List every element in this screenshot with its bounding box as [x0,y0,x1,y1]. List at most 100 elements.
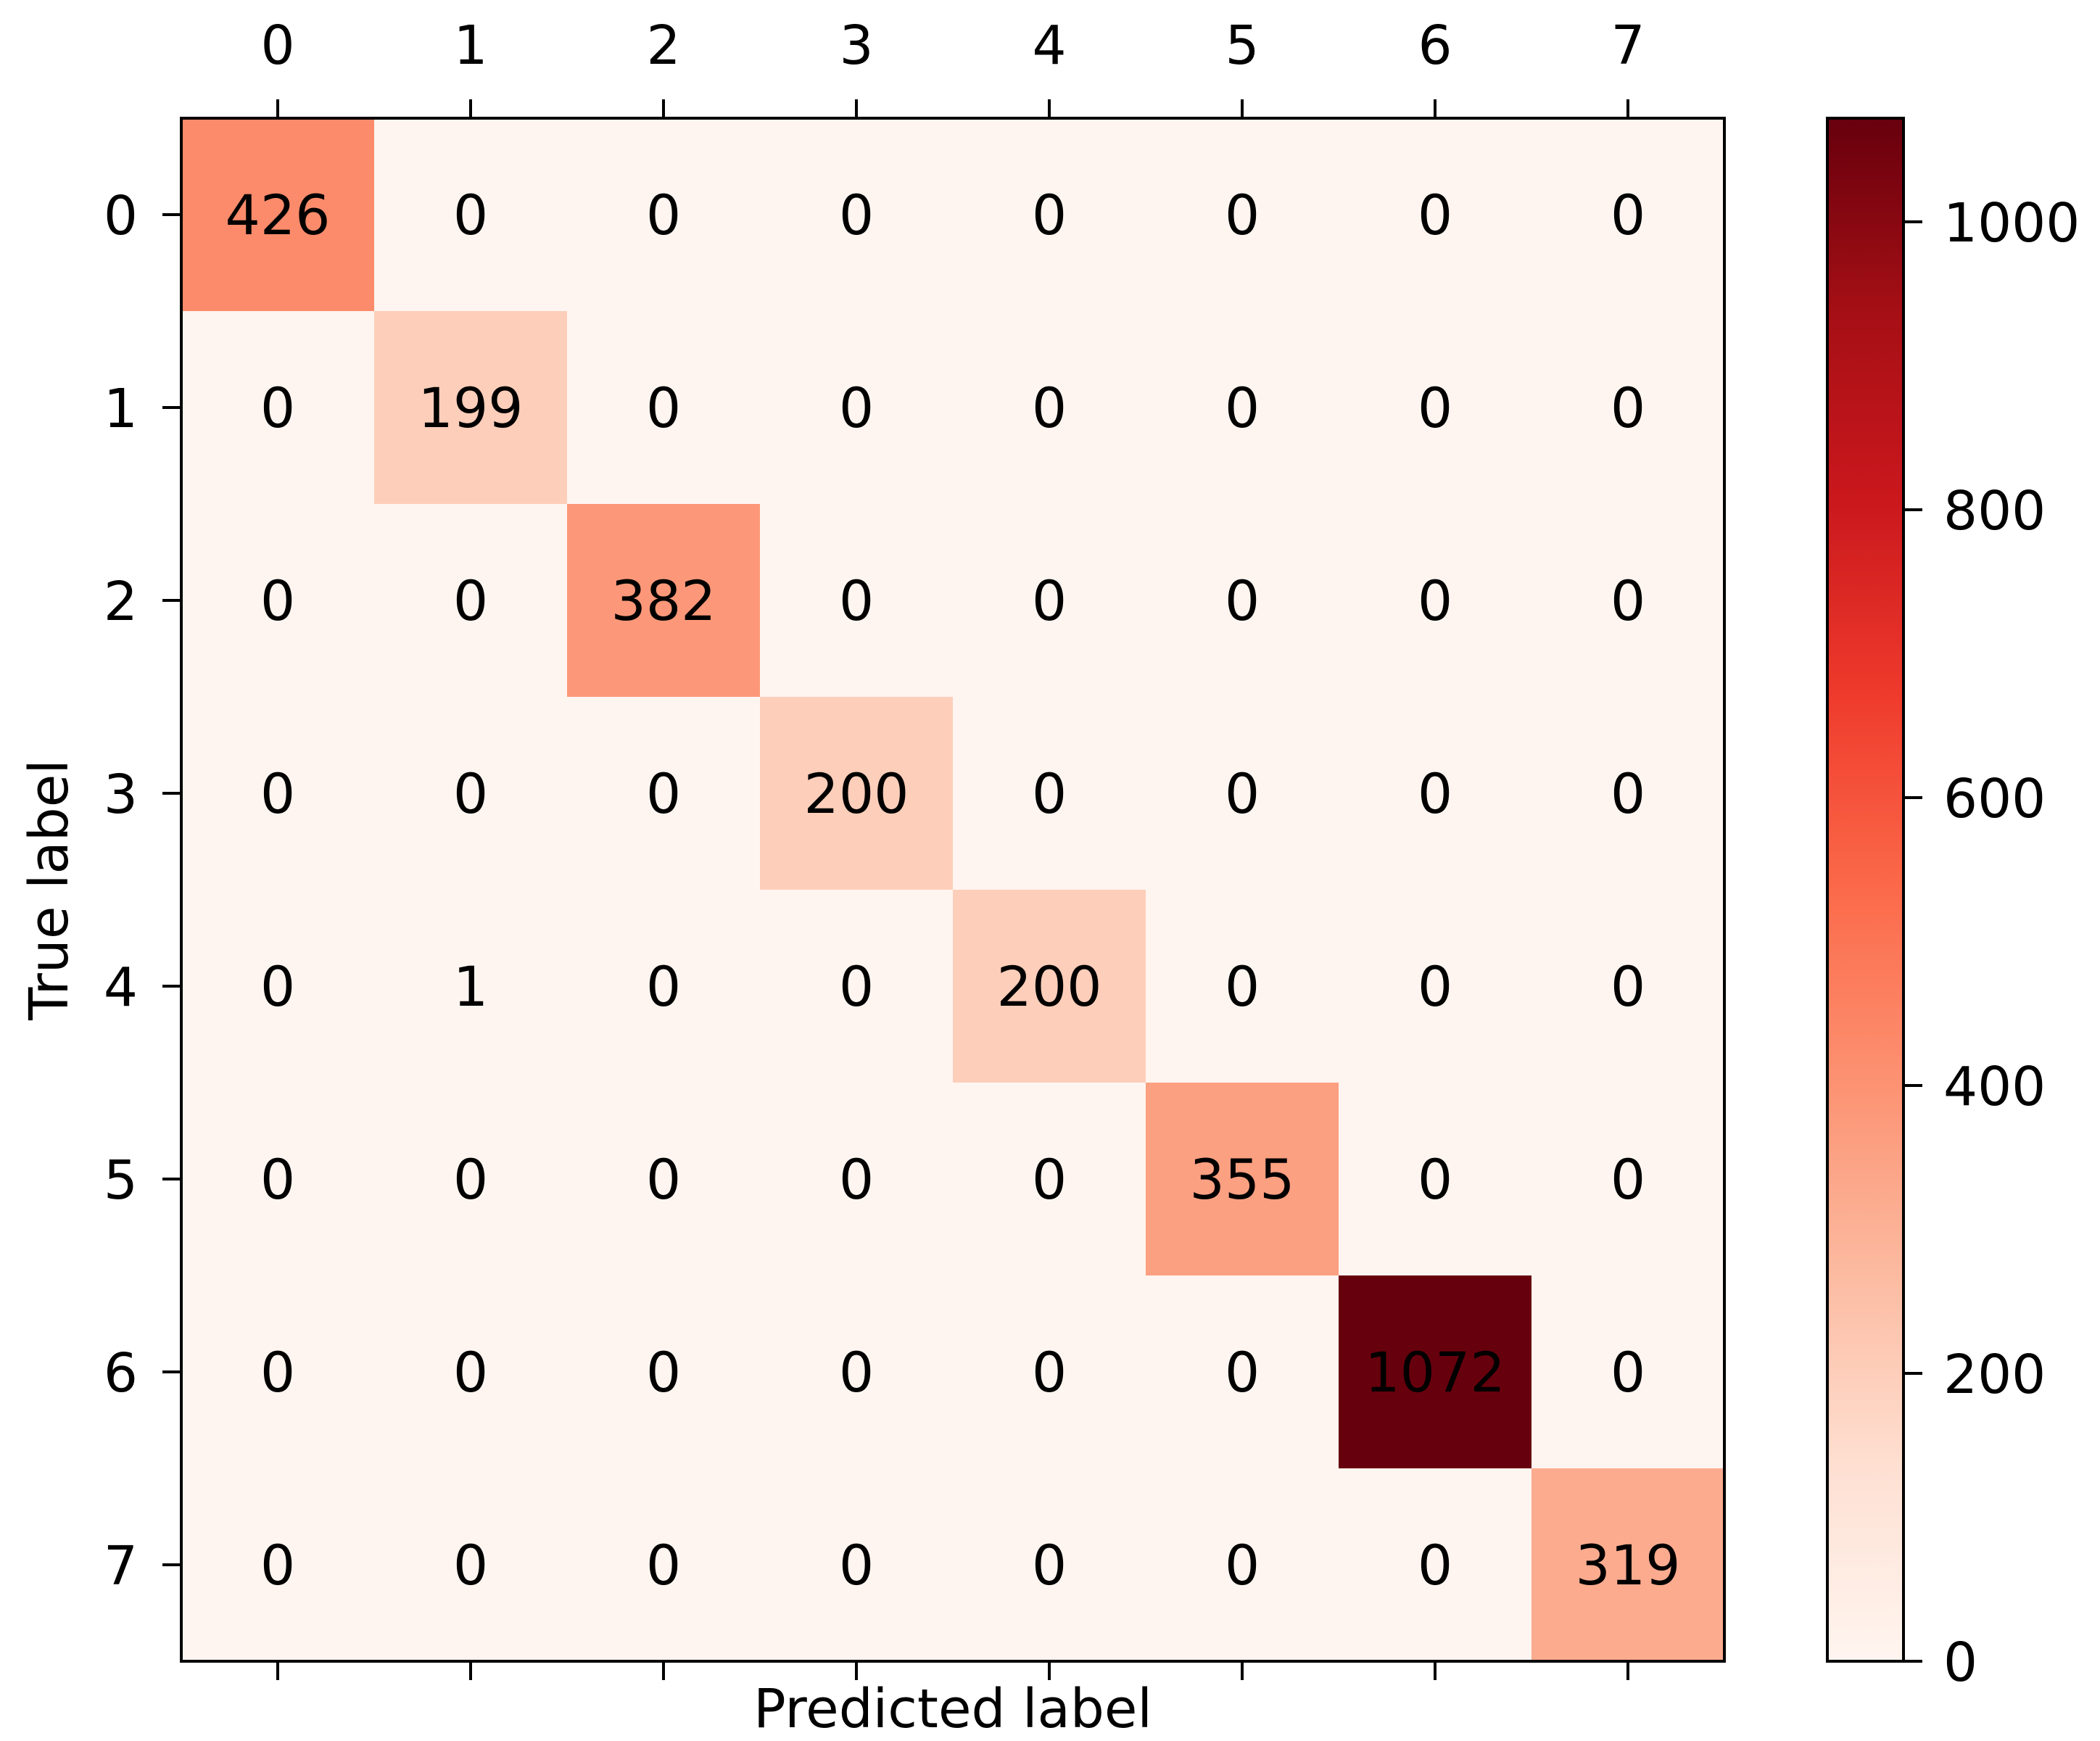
cell-value-label: 0 [453,1340,488,1405]
heatmap-cell [1339,1083,1531,1275]
colorbar-tick-label: 800 [1943,480,2046,542]
heatmap-cell [567,890,760,1083]
cell-value-label: 0 [839,568,874,633]
heatmap-cell [1531,311,1724,504]
heatmap-cell [181,1083,374,1275]
heatmap-cell [1146,118,1339,311]
heatmap-cell [760,697,953,890]
cell-value-label: 0 [839,1340,874,1405]
heatmap-cell [1339,504,1531,697]
cell-value-label: 0 [1611,183,1645,247]
cell-value-label: 0 [453,183,488,247]
cell-value-label: 0 [1418,1147,1452,1212]
cell-value-label: 0 [260,1147,295,1212]
x-axis-label: Predicted label [753,1678,1152,1740]
cell-value-label: 0 [1611,954,1645,1019]
heatmap-cell [567,697,760,890]
cell-value-label: 0 [260,761,295,826]
x-tick-label: 6 [1418,15,1452,77]
y-tick-label: 6 [104,1342,138,1405]
cell-value-label: 0 [260,954,295,1019]
cell-value-label: 0 [1611,376,1645,440]
heatmap-cell [374,311,567,504]
cell-value-label: 0 [1225,1340,1260,1405]
heatmap-cell [567,118,760,311]
heatmap-cell [760,1083,953,1275]
y-tick-label: 4 [104,956,138,1019]
heatmap-cell [181,890,374,1083]
x-tick-label: 3 [839,15,873,77]
heatmap-cell [760,1468,953,1661]
heatmap-cell [1531,504,1724,697]
colorbar-tick-label: 1000 [1943,192,2080,255]
heatmap-cell [181,504,374,697]
cell-value-label: 0 [1032,568,1067,633]
heatmap-cell [181,311,374,504]
y-tick-label: 0 [104,185,138,247]
cell-value-label: 0 [646,1340,681,1405]
cell-value-label: 0 [1225,954,1260,1019]
heatmap-cells [181,118,1724,1661]
cell-value-label: 0 [646,376,681,440]
cell-value-label: 0 [453,1533,488,1597]
x-axis-ticks: 0 1 2 3 4 5 6 7 [260,15,1645,1680]
cell-value-label: 1 [453,954,488,1019]
heatmap-cell [1146,1083,1339,1275]
heatmap-cell [374,890,567,1083]
cell-value-label: 0 [839,954,874,1019]
heatmap-cell [374,1468,567,1661]
heatmap-cell [1531,1468,1724,1661]
heatmap-cell [1531,697,1724,890]
heatmap-cell [1339,1468,1531,1661]
cell-value-label: 0 [839,1533,874,1597]
heatmap-cell [1146,1468,1339,1661]
y-tick-label: 5 [104,1149,138,1212]
cell-value-label: 0 [1225,183,1260,247]
heatmap-cell [1339,1275,1531,1468]
colorbar-ticks: 0 200 400 600 800 1000 [1903,192,2080,1694]
heatmap-cell [374,504,567,697]
heatmap-cell [1339,890,1531,1083]
cell-value-label: 0 [1418,761,1452,826]
cell-value-label: 0 [1225,1533,1260,1597]
cell-value-label: 0 [1032,1533,1067,1597]
cell-value-label: 0 [646,761,681,826]
heatmap-cell [374,1083,567,1275]
cell-value-label: 0 [839,1147,874,1212]
y-tick-label: 3 [104,764,138,826]
cell-value-label: 200 [803,761,909,826]
y-tick-label: 2 [104,571,138,633]
heatmap-cell [1339,311,1531,504]
cell-value-label: 426 [225,183,330,247]
cell-value-label: 319 [1575,1533,1680,1597]
cell-value-label: 0 [646,1147,681,1212]
heatmap-cell [1531,1275,1724,1468]
cell-value-label: 0 [1032,761,1067,826]
cell-value-label: 0 [1418,376,1452,440]
cell-value-label: 0 [453,568,488,633]
plot-frame [180,117,1726,1663]
cell-value-label: 0 [839,376,874,440]
cell-value-label: 0 [260,1340,295,1405]
cell-value-label: 0 [1611,761,1645,826]
cell-value-label: 355 [1189,1147,1294,1212]
x-tick-label: 1 [453,15,487,77]
heatmap-cell [1146,1275,1339,1468]
cell-value-labels: 426 0 0 0 0 0 0 0 0 199 0 0 0 0 0 0 0 0 382 0 0 0 0 0 0 0 0 200 0 0 0 0… [225,183,1680,1597]
y-axis-ticks: 0 1 2 3 4 5 6 7 [104,185,181,1597]
cell-value-label: 0 [260,1533,295,1597]
heatmap-cell [1531,890,1724,1083]
cell-value-label: 0 [1611,1147,1645,1212]
cell-value-label: 0 [1611,568,1645,633]
cell-value-label: 0 [646,183,681,247]
heatmap-cell [181,1275,374,1468]
heatmap-cell [374,1275,567,1468]
cell-value-label: 0 [1032,1340,1067,1405]
cell-value-label: 0 [1418,1533,1452,1597]
cell-value-label: 0 [453,761,488,826]
cell-value-label: 0 [1611,1340,1645,1405]
heatmap-cell [1339,118,1531,311]
heatmap-cell [567,1275,760,1468]
heatmap-cell [1146,890,1339,1083]
heatmap-cell [760,311,953,504]
